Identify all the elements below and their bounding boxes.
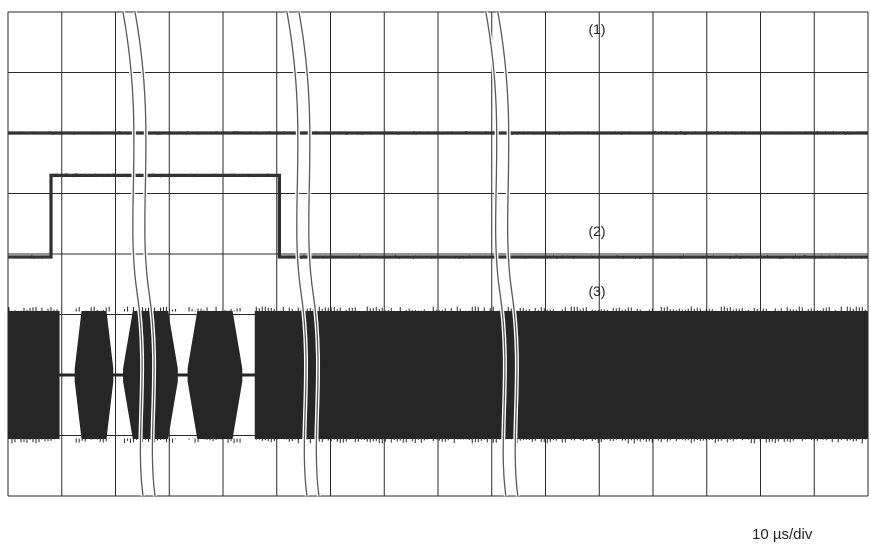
trace-1-noise [429, 131, 435, 135]
trace-1-noise [7, 130, 429, 136]
trace-1-noise [435, 130, 702, 136]
trace-2-noise [7, 254, 51, 260]
break-mark-line [286, 11, 308, 497]
trace-3-burst [254, 310, 869, 440]
trace-label-2: (2) [588, 223, 605, 239]
traces [7, 130, 869, 444]
trace-1-noise [701, 130, 868, 135]
break-marks [121, 11, 520, 497]
trace-label-1: (1) [588, 21, 605, 37]
trace-label-3: (3) [588, 283, 605, 299]
time-scale-label: 10 µs/div [752, 526, 813, 543]
break-mark-line [134, 11, 156, 497]
trace-labels: (1) (2) (3) [588, 21, 605, 299]
trace-2-noise [279, 254, 868, 260]
break-mark-line [298, 11, 320, 497]
break-mark-line [497, 11, 519, 497]
trace-2-noise [50, 173, 280, 178]
break-mark-line [485, 11, 507, 497]
break-mark-line [122, 11, 144, 497]
